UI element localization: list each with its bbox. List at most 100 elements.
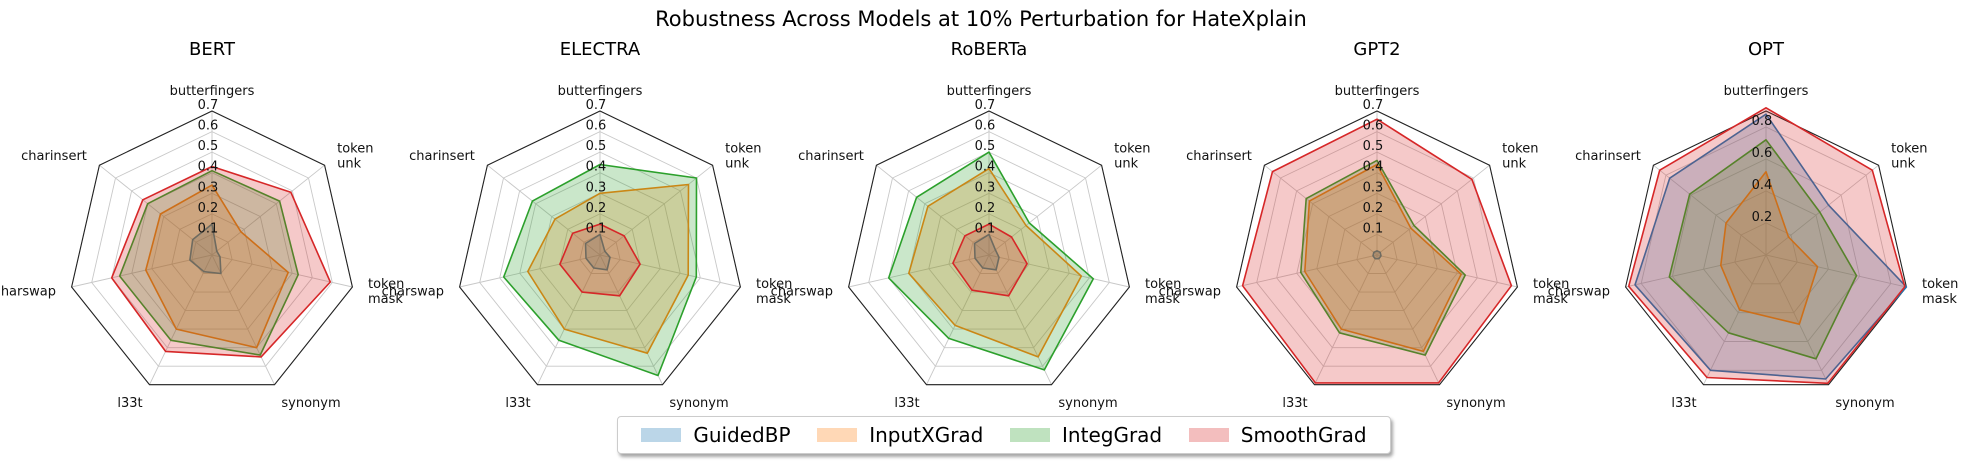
series-integgrad (118, 169, 300, 356)
radial-tick-label: 0.4 (1363, 160, 1384, 175)
series-integgrad (1300, 159, 1466, 356)
grid-ring (499, 151, 701, 349)
axis-label-butterfingers: butterfingers (558, 84, 643, 99)
axis-label-synonym: synonym (1058, 396, 1117, 411)
grid-ring (191, 233, 233, 274)
radial-tick-label: 0.5 (975, 139, 996, 154)
legend-swatch-guidedbp (641, 428, 682, 442)
grid-ring (559, 213, 641, 293)
radial-tick-label: 0.1 (586, 221, 607, 236)
panel-title-electra: ELECTRA (560, 39, 641, 60)
radial-tick-label: 0.6 (1363, 119, 1384, 134)
series-inputxgrad (145, 184, 290, 349)
panel-title-opt: OPT (1748, 39, 1785, 60)
grid-ring (1356, 233, 1398, 274)
grid-ring (1640, 126, 1892, 371)
radial-tick-label: 0.5 (198, 139, 219, 154)
grid-spoke (71, 254, 213, 288)
series-smoothgrad (559, 223, 641, 297)
grid-spoke (537, 254, 601, 385)
series-guidedbp (584, 233, 611, 271)
radial-tick-label: 0.7 (1363, 98, 1384, 113)
radial-tick-label: 0.7 (975, 98, 996, 113)
radial-tick-label: 0.4 (1752, 178, 1773, 193)
legend-item-inputxgrad[interactable]: InputXGrad (817, 423, 983, 447)
radial-tick-label: 0.2 (1363, 201, 1384, 216)
axis-label-token-mask: token mask (368, 277, 404, 307)
grid-ring (479, 131, 721, 367)
legend-swatch-smoothgrad (1188, 428, 1229, 442)
radar-frame (459, 110, 741, 386)
grid-spoke (149, 254, 213, 385)
panel-title-gpt2: GPT2 (1353, 39, 1400, 60)
grid-ring (1296, 172, 1458, 330)
radial-tick-label: 0.1 (975, 221, 996, 236)
radial-tick-label: 0.5 (586, 139, 607, 154)
grid-ring (579, 233, 621, 274)
grid-spoke (1765, 164, 1879, 256)
series-smoothgrad (1627, 107, 1906, 385)
radial-tick-label: 0.2 (198, 201, 219, 216)
grid-spoke (211, 254, 353, 288)
grid-spoke (1376, 254, 1518, 288)
grid-spoke (1314, 254, 1378, 385)
legend-swatch-inputxgrad (817, 428, 858, 442)
radar-panel-opt: 0.2 0.4 0.6 0.8 butterfingers token unk token ma… (1548, 39, 1959, 411)
radar-frame (1236, 110, 1518, 386)
grid-spoke (599, 164, 713, 256)
series-inputxgrad (1720, 171, 1819, 326)
grid-spoke (1765, 254, 1907, 288)
grid-spoke (1653, 164, 1767, 256)
grid-spoke (988, 254, 1052, 385)
axis-label-l33t: l33t (1671, 396, 1696, 411)
legend-item-smoothgrad[interactable]: SmoothGrad (1188, 423, 1367, 447)
grid-ring (1316, 192, 1438, 312)
grid-spoke (1376, 254, 1440, 385)
legend-label-integgrad: IntegGrad (1062, 423, 1163, 447)
axis-label-charswap: charswap (382, 285, 444, 300)
legend-item-guidedbp[interactable]: GuidedBP (641, 423, 791, 447)
grid-ring (131, 172, 293, 330)
grid-spoke (211, 254, 275, 385)
radar-frame (71, 110, 353, 386)
legend-item-integgrad[interactable]: IntegGrad (1010, 423, 1162, 447)
grid-ring (519, 172, 681, 330)
panel-title-roberta: RoBERTa (951, 39, 1028, 60)
axis-label-token-mask: token mask (1922, 277, 1958, 307)
grid-ring (868, 131, 1110, 367)
grid-spoke (599, 254, 663, 385)
legend-label-guidedbp: GuidedBP (693, 423, 791, 447)
grid-spoke (599, 254, 741, 288)
grid-spoke (848, 254, 990, 288)
radial-tick-label: 0.1 (1363, 221, 1384, 236)
radial-tick-label: 0.7 (198, 98, 219, 113)
axis-label-synonym: synonym (1835, 396, 1894, 411)
series-smoothgrad (110, 165, 332, 358)
series-smoothgrad (952, 223, 1028, 297)
legend-label-smoothgrad: SmoothGrad (1240, 423, 1367, 447)
grid-spoke (1703, 254, 1767, 385)
radial-tick-label: 0.2 (1752, 210, 1773, 225)
grid-ring (91, 131, 333, 367)
series-integgrad (887, 151, 1095, 371)
legend-label-inputxgrad: InputXGrad (869, 423, 984, 447)
axis-label-l33t: l33t (505, 396, 530, 411)
grid-spoke (988, 164, 1102, 256)
grid-spoke (1236, 254, 1378, 288)
axis-label-token-mask: token mask (756, 277, 792, 307)
axis-label-charswap: charswap (1159, 285, 1221, 300)
series-guidedbp (189, 223, 222, 275)
axis-label-butterfingers: butterfingers (947, 84, 1032, 99)
series-integgrad (1668, 139, 1858, 360)
series-inputxgrad (1304, 163, 1462, 353)
axis-label-charswap: charswap (1548, 285, 1610, 300)
series-integgrad (502, 163, 698, 377)
axis-label-charinsert: charinsert (21, 149, 87, 164)
grid-spoke (1765, 254, 1829, 385)
axis-label-token-mask: token mask (1145, 277, 1181, 307)
axis-label-token-unk: token unk (1502, 142, 1538, 172)
